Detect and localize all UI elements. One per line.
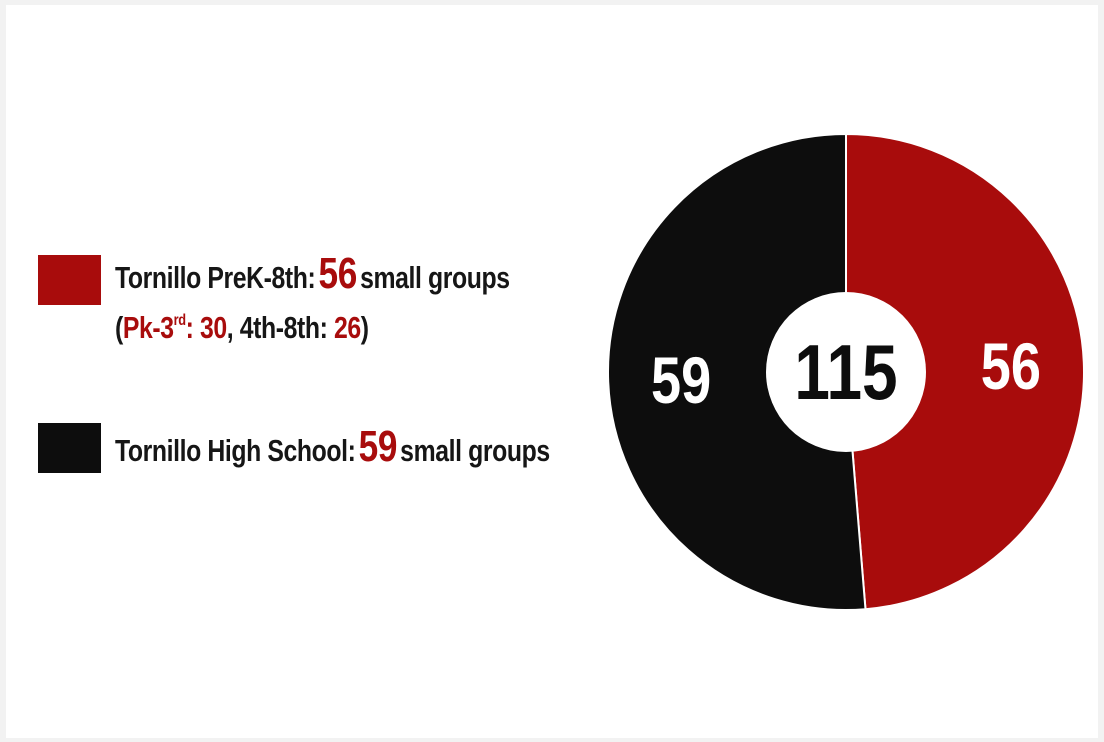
legend-text-high-school: Tornillo High School: 59 small groups	[115, 422, 550, 472]
detail-separator: , 4th-8th:	[226, 310, 334, 345]
pie-slice-prek8	[845, 132, 1085, 611]
infographic-canvas: Tornillo PreK-8th: 56 small groups (Pk-3…	[6, 5, 1098, 738]
legend-detail-prek8: (Pk-3rd: 30, 4th-8th: 26)	[115, 310, 369, 346]
legend-label-prek8: Tornillo PreK-8th:	[115, 260, 316, 295]
detail-pk-label: Pk-3	[122, 310, 174, 345]
detail-4th-8th-value: 26	[334, 310, 361, 345]
legend-suffix-high-school: small groups	[400, 433, 550, 468]
donut-chart: 56 59 115	[607, 132, 1085, 611]
donut-center	[766, 292, 926, 452]
detail-pk-sup: rd	[173, 312, 186, 329]
legend-swatch-high-school	[38, 423, 101, 473]
legend-value-prek8: 56	[318, 249, 358, 298]
legend-text-prek8: Tornillo PreK-8th: 56 small groups	[115, 249, 510, 299]
detail-close-paren: )	[360, 310, 369, 345]
legend-suffix-prek8: small groups	[360, 260, 510, 295]
detail-open-paren: (	[115, 310, 123, 345]
legend-swatch-prek8	[38, 255, 101, 305]
pie-value-label-prek8: 56	[981, 329, 1041, 403]
legend-value-high-school: 59	[358, 422, 398, 471]
pie-value-label-high-school: 59	[651, 343, 711, 417]
detail-pk-value: 30	[200, 310, 227, 345]
detail-pk-colon: :	[185, 310, 194, 345]
donut-total-label: 115	[794, 329, 897, 416]
legend-label-high-school: Tornillo High School:	[115, 433, 356, 468]
pie-slice-high-school	[607, 132, 867, 611]
